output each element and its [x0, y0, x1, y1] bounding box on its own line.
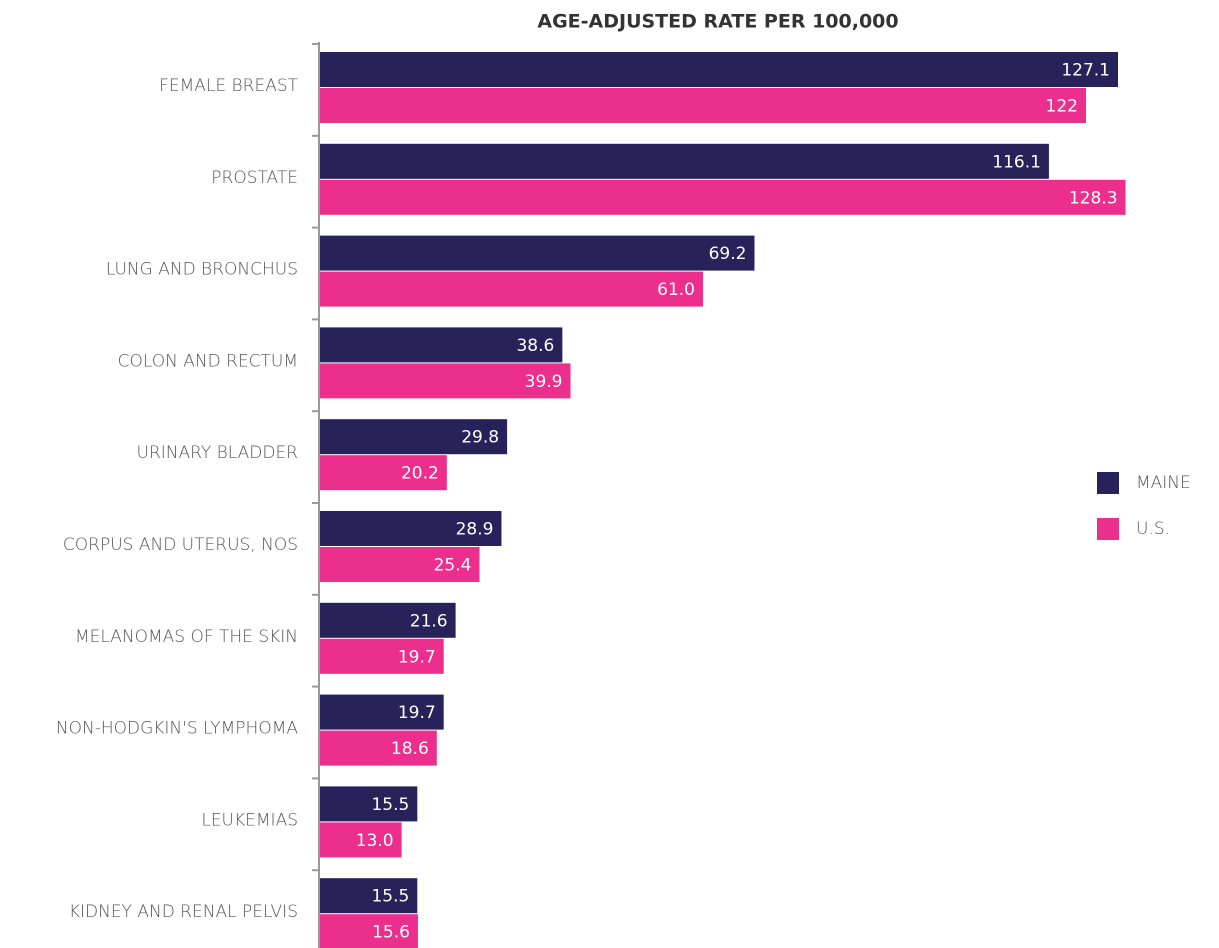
- value-label: 28.9: [456, 520, 494, 540]
- value-label: 15.5: [371, 887, 409, 907]
- value-label: 127.1: [1061, 61, 1110, 81]
- value-label: 13.0: [356, 831, 394, 851]
- bar: [320, 694, 444, 730]
- bar: [320, 914, 418, 948]
- value-label: 122: [1046, 97, 1078, 117]
- bar: [320, 602, 456, 638]
- bar: [320, 638, 444, 674]
- category-label: CORPUS AND UTERUS, NOS: [63, 535, 298, 555]
- value-label: 25.4: [434, 556, 472, 576]
- legend-swatch: [1097, 472, 1119, 494]
- legend-swatch: [1097, 518, 1119, 540]
- value-label: 29.8: [461, 428, 499, 448]
- bar: [320, 511, 502, 546]
- bar: [320, 547, 480, 582]
- bar: [320, 419, 508, 455]
- value-label: 38.6: [516, 336, 554, 356]
- bar: [320, 179, 1126, 215]
- category-label: KIDNEY AND RENAL PELVIS: [69, 902, 298, 922]
- value-label: 19.7: [398, 647, 436, 667]
- value-label: 116.1: [992, 152, 1041, 172]
- value-label: 61.0: [657, 280, 695, 300]
- bar: [320, 878, 418, 914]
- category-label: MELANOMAS OF THE SKIN: [75, 627, 298, 647]
- category-label: PROSTATE: [211, 168, 298, 188]
- bar: [320, 822, 402, 858]
- bar: [320, 455, 447, 491]
- category-label: NON-HODGKIN'S LYMPHOMA: [56, 719, 298, 739]
- category-label: URINARY BLADDER: [137, 443, 298, 463]
- value-label: 20.2: [401, 464, 439, 484]
- legend-label: U.S.: [1136, 519, 1170, 539]
- category-label: LUNG AND BRONCHUS: [106, 260, 298, 280]
- chart-title: AGE-ADJUSTED RATE PER 100,000: [537, 11, 898, 33]
- value-label: 39.9: [525, 372, 563, 392]
- category-label: FEMALE BREAST: [159, 76, 299, 96]
- bar: [320, 786, 418, 822]
- bar: [320, 363, 571, 399]
- bar: [320, 271, 703, 307]
- bar: [320, 327, 563, 363]
- value-label: 21.6: [410, 611, 448, 631]
- value-label: 15.5: [371, 795, 409, 815]
- category-label: COLON AND RECTUM: [118, 351, 298, 371]
- bar: [320, 52, 1119, 87]
- value-label: 19.7: [398, 703, 436, 723]
- bar: [320, 143, 1049, 179]
- bar: [320, 730, 437, 766]
- value-label: 69.2: [709, 244, 747, 264]
- value-label: 15.6: [372, 923, 410, 943]
- category-label: LEUKEMIAS: [201, 810, 298, 830]
- value-label: 18.6: [391, 739, 429, 759]
- value-label: 128.3: [1069, 188, 1118, 208]
- bar: [320, 88, 1086, 123]
- legend-label: MAINE: [1136, 473, 1191, 493]
- bar: [320, 235, 755, 271]
